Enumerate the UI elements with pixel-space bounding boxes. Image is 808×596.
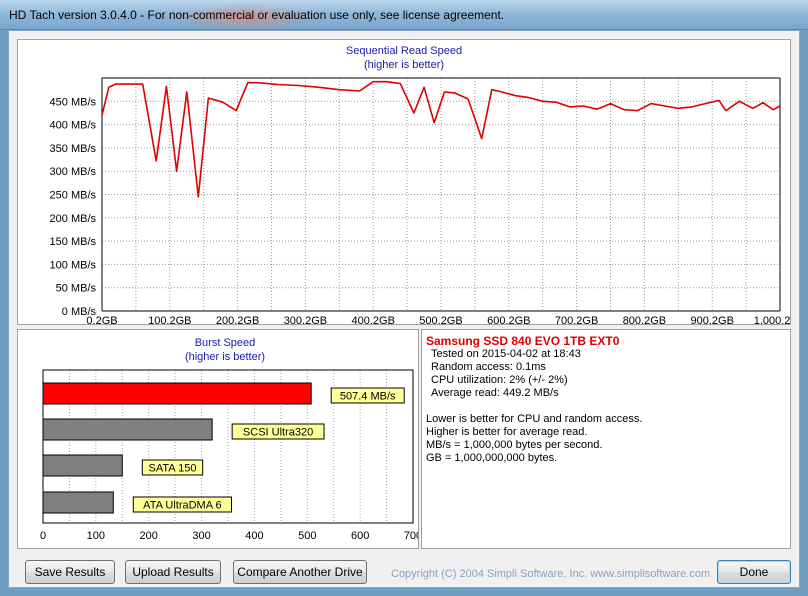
title-bar[interactable]: HD Tach version 3.0.4.0 - For non-commer… — [0, 0, 808, 30]
y-tick-label: 250 MB/s — [50, 190, 97, 202]
burst-x-tick-label: 0 — [40, 530, 46, 542]
done-button[interactable]: Done — [717, 560, 791, 584]
burst-label-box — [330, 387, 405, 404]
chart-title: Sequential Read Speed — [346, 45, 462, 57]
burst-speed-panel: Burst Speed (higher is better) 0 100 200 300 4… — [17, 329, 422, 549]
copyright-text: Copyright (C) 2004 Simpli Software, Inc.… — [391, 568, 711, 580]
window-title: HD Tach version 3.0.4.0 - For non-commer… — [9, 8, 505, 22]
burst-label-box — [132, 496, 232, 513]
upload-results-button[interactable]: Upload Results — [125, 560, 221, 584]
burst-x-tick-label: 300 — [192, 530, 210, 542]
chart-subtitle: (higher is better) — [364, 59, 444, 71]
burst-x-tick-label: 400 — [245, 530, 263, 542]
burst-label-box — [231, 423, 325, 440]
main-window: Sequential Read Speed (higher is better) 0… — [8, 30, 807, 588]
note-gb: GB = 1,000,000,000 bytes. — [426, 452, 558, 464]
x-tick-label: 100.2GB — [148, 315, 191, 324]
random-access: Random access: 0.1ms — [431, 361, 546, 373]
burst-bar-label: 507.4 MB/s — [340, 391, 396, 403]
y-tick-label: 300 MB/s — [50, 166, 97, 178]
burst-bar — [42, 418, 213, 441]
x-tick-label: 900.2GB — [690, 315, 733, 324]
x-tick-label: 0.2GB — [86, 315, 117, 324]
burst-speed-chart: Burst Speed (higher is better) 0 100 200 300 4… — [40, 337, 422, 542]
x-tick-label: 200.2GB — [216, 315, 259, 324]
burst-title: Burst Speed — [195, 337, 256, 349]
note-read: Higher is better for average read. — [426, 426, 588, 438]
x-tick-label: 800.2GB — [623, 315, 666, 324]
note-cpu: Lower is better for CPU and random acces… — [426, 413, 643, 425]
title-glow — [170, 4, 320, 30]
x-tick-label: 1,000.2GE — [754, 315, 790, 324]
x-tick-label: 300.2GB — [284, 315, 327, 324]
y-tick-label: 400 MB/s — [50, 120, 97, 132]
x-tick-label: 500.2GB — [419, 315, 462, 324]
y-tick-label: 200 MB/s — [50, 213, 97, 225]
average-read: Average read: 449.2 MB/s — [431, 387, 559, 399]
burst-x-tick-label: 500 — [298, 530, 316, 542]
cpu-utilization: CPU utilization: 2% (+/- 2%) — [431, 374, 568, 386]
sequential-read-panel: Sequential Read Speed (higher is better) 0… — [17, 39, 807, 327]
burst-plot-frame — [42, 369, 414, 524]
x-tick-label: 600.2GB — [487, 315, 530, 324]
y-tick-label: 100 MB/s — [50, 259, 97, 271]
burst-bar-label: SCSI Ultra320 — [243, 427, 313, 439]
save-results-button[interactable]: Save Results — [25, 560, 115, 584]
burst-x-tick-label: 200 — [140, 530, 158, 542]
compare-drive-button[interactable]: Compare Another Drive — [233, 560, 367, 584]
x-tick-label: 700.2GB — [555, 315, 598, 324]
burst-bar-label: SATA 150 — [149, 463, 197, 475]
y-tick-label: 0 MB/s — [62, 306, 97, 318]
y-tick-label: 50 MB/s — [56, 283, 97, 295]
burst-bar-label: ATA UltraDMA 6 — [143, 500, 221, 512]
sequential-read-chart: Sequential Read Speed (higher is better) 0… — [50, 45, 807, 327]
burst-x-tick-label: 700 — [404, 530, 418, 542]
burst-x-tick-label: 600 — [351, 530, 369, 542]
note-mbs: MB/s = 1,000,000 bytes per second. — [426, 439, 603, 451]
burst-label-box — [141, 459, 204, 476]
drive-name: Samsung SSD 840 EVO 1TB EXT0 — [426, 334, 620, 348]
x-tick-label: 400.2GB — [351, 315, 394, 324]
y-tick-label: 450 MB/s — [50, 96, 97, 108]
burst-bar — [42, 382, 312, 405]
drive-info-panel: Samsung SSD 840 EVO 1TB EXT0 Tested on 2… — [421, 329, 791, 549]
test-date: Tested on 2015-04-02 at 18:43 — [431, 348, 581, 360]
read-speed-line — [101, 80, 781, 198]
burst-bar — [42, 454, 123, 477]
burst-bar — [42, 491, 114, 514]
y-tick-label: 350 MB/s — [50, 143, 97, 155]
burst-subtitle: (higher is better) — [185, 351, 265, 363]
burst-x-tick-label: 100 — [87, 530, 105, 542]
y-tick-label: 150 MB/s — [50, 236, 97, 248]
